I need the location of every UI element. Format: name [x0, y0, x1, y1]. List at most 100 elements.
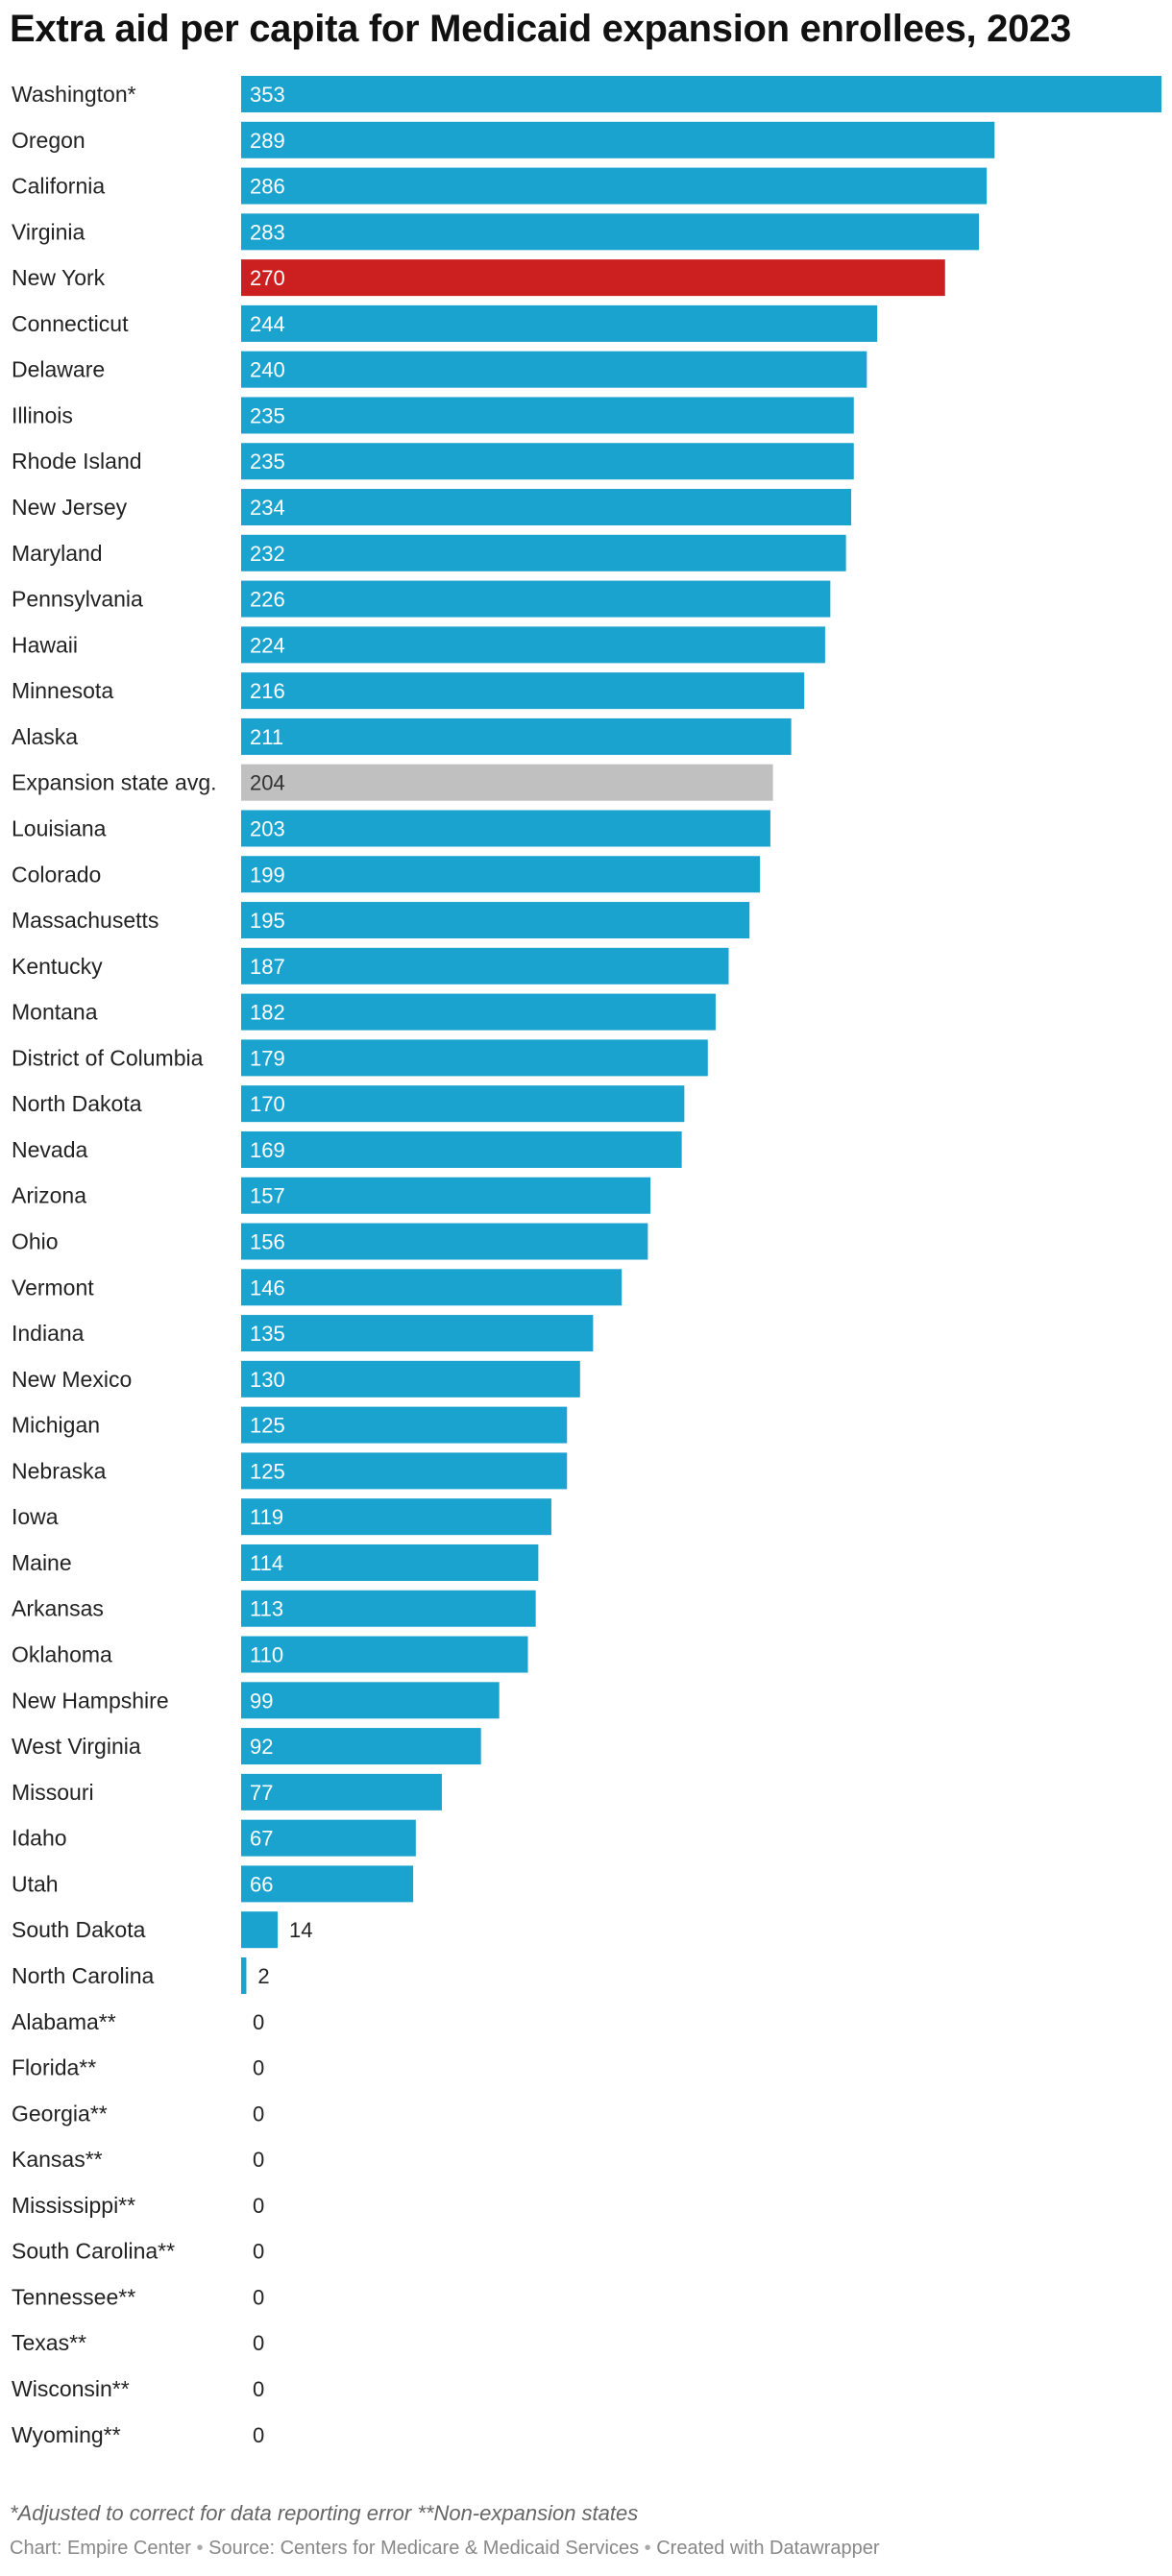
value-label: 289 — [250, 129, 285, 153]
bar-row-arizona: Arizona 157 — [12, 1177, 651, 1214]
bar-row-rhode-island: Rhode Island 235 — [12, 443, 854, 480]
bar — [241, 1865, 414, 1903]
value-label: 0 — [253, 2194, 264, 2218]
bar — [241, 947, 729, 984]
bar-row-mississippi: Mississippi** 0 — [12, 2193, 264, 2218]
value-label: 0 — [253, 2056, 264, 2080]
value-label: 224 — [250, 633, 285, 657]
category-label: Pennsylvania — [12, 587, 143, 612]
bar — [241, 1315, 594, 1352]
category-label: Nevada — [12, 1137, 87, 1162]
category-label: New Hampshire — [12, 1688, 169, 1713]
bar — [241, 626, 825, 664]
bar-row-south-dakota: South Dakota 14 — [12, 1911, 312, 1949]
bar-row-nebraska: Nebraska 125 — [12, 1452, 568, 1490]
bar-row-alaska: Alaska 211 — [12, 717, 792, 755]
bar-row-maine: Maine 114 — [12, 1543, 539, 1581]
category-label: West Virginia — [12, 1734, 141, 1759]
value-label: 199 — [250, 863, 285, 887]
bar-row-idaho: Idaho 67 — [12, 1819, 416, 1857]
bar — [241, 1956, 247, 1994]
bar — [241, 672, 805, 710]
value-label: 14 — [289, 1918, 312, 1942]
bar-row-florida: Florida** 0 — [12, 2055, 264, 2080]
value-label: 211 — [250, 725, 283, 749]
category-label: Maryland — [12, 541, 103, 566]
credit-tool: Created with Datawrapper — [656, 2538, 880, 2559]
bar-row-alabama: Alabama** 0 — [12, 2009, 264, 2034]
category-label: Oregon — [12, 128, 85, 153]
category-label: South Carolina** — [12, 2239, 175, 2264]
bar-row-district-of-columbia: District of Columbia 179 — [12, 1039, 708, 1077]
value-label: 0 — [253, 2148, 264, 2172]
credit-separator: • — [644, 2538, 651, 2559]
bar-row-wyoming: Wyoming** 0 — [12, 2422, 264, 2447]
category-label: Colorado — [12, 862, 101, 887]
bar-row-connecticut: Connecticut 244 — [12, 304, 878, 342]
bar — [241, 1177, 651, 1214]
bar — [241, 1819, 416, 1857]
category-label: Kentucky — [12, 954, 103, 979]
bar — [241, 76, 1161, 112]
bar-row-south-carolina: South Carolina** 0 — [12, 2239, 264, 2264]
bar-row-wisconsin: Wisconsin** 0 — [12, 2376, 264, 2401]
bar — [241, 1360, 580, 1397]
category-label: Expansion state avg. — [12, 770, 217, 795]
bar — [241, 717, 792, 755]
bar-row-massachusetts: Massachusetts 195 — [12, 902, 750, 939]
category-label: District of Columbia — [12, 1045, 204, 1070]
value-label: 270 — [250, 266, 285, 290]
bar — [241, 1636, 528, 1673]
bar-row-new-york: New York 270 — [12, 259, 945, 297]
category-label: Virginia — [12, 219, 85, 244]
value-label: 99 — [250, 1689, 273, 1713]
value-label: 113 — [250, 1597, 283, 1621]
value-label: 204 — [250, 771, 285, 795]
category-label: Louisiana — [12, 815, 107, 840]
chart-title: Extra aid per capita for Medicaid expans… — [10, 8, 1071, 50]
category-label: Arizona — [12, 1183, 86, 1208]
value-label: 234 — [250, 496, 285, 520]
category-label: Arkansas — [12, 1596, 104, 1621]
category-label: Wisconsin** — [12, 2376, 130, 2401]
bar-row-ohio: Ohio 156 — [12, 1223, 648, 1260]
value-label: 77 — [250, 1781, 273, 1805]
bar-row-illinois: Illinois 235 — [12, 397, 854, 434]
value-label: 170 — [250, 1092, 285, 1116]
bar — [241, 1543, 539, 1581]
value-label: 235 — [250, 403, 285, 427]
category-label: Idaho — [12, 1826, 67, 1851]
bar-row-montana: Montana 182 — [12, 993, 716, 1031]
bar — [241, 167, 988, 205]
bar-row-california: California 286 — [12, 167, 988, 205]
bar-row-pennsylvania: Pennsylvania 226 — [12, 580, 831, 618]
value-label: 240 — [250, 358, 285, 382]
bar-row-tennessee: Tennessee** 0 — [12, 2284, 264, 2309]
value-label: 0 — [253, 2010, 264, 2034]
credit-separator: • — [196, 2538, 204, 2559]
category-label: California — [12, 174, 105, 199]
bar-row-texas: Texas** 0 — [12, 2330, 264, 2355]
credit-chart: Chart: Empire Center — [10, 2538, 191, 2559]
value-label: 216 — [250, 679, 285, 703]
bar — [241, 1728, 481, 1765]
bar — [241, 1406, 568, 1444]
bar — [241, 1773, 442, 1810]
category-label: Rhode Island — [12, 449, 142, 474]
bar — [241, 902, 750, 939]
value-label: 125 — [250, 1459, 285, 1483]
category-label: New Mexico — [12, 1367, 132, 1392]
value-label: 135 — [250, 1322, 285, 1346]
category-label: Massachusetts — [12, 908, 159, 933]
value-label: 187 — [250, 955, 285, 979]
bar — [241, 993, 716, 1031]
bar-row-indiana: Indiana 135 — [12, 1315, 594, 1352]
value-label: 0 — [253, 2377, 264, 2401]
bar — [241, 810, 770, 847]
category-label: Georgia** — [12, 2101, 108, 2126]
value-label: 2 — [257, 1964, 269, 1988]
bar-row-delaware: Delaware 240 — [12, 351, 867, 388]
value-label: 353 — [250, 83, 285, 107]
value-label: 169 — [250, 1138, 285, 1162]
value-label: 286 — [250, 175, 285, 199]
